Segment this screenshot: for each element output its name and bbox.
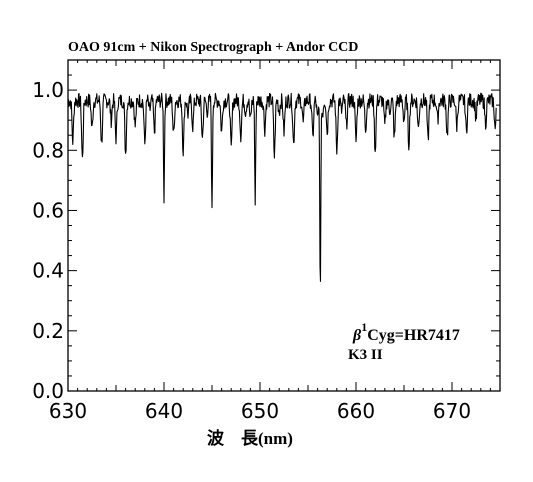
y-tick-label: 0.0 [32, 379, 64, 403]
svg-text:β1Cyg=HR7417: β1Cyg=HR7417 [352, 320, 460, 344]
x-tick-label: 640 [145, 399, 183, 423]
y-tick-label: 0.6 [32, 198, 64, 222]
star-designation: Cyg=HR7417 [367, 327, 460, 344]
x-axis-label: 波 長(nm) [207, 428, 293, 448]
spectral-type: K3 II [348, 347, 383, 363]
y-axis: 0.0 0.2 0.4 0.6 0.8 1.0 [32, 59, 500, 403]
chart-title: OAO 91cm + Nikon Spectrograph + Andor CC… [68, 40, 358, 55]
star-superscript: 1 [361, 320, 367, 334]
x-tick-label: 630 [49, 399, 87, 423]
spectrum-line [67, 92, 497, 282]
y-tick-label: 0.4 [32, 259, 64, 283]
x-tick-label: 650 [241, 399, 279, 423]
star-annotation: β1Cyg=HR7417 K3 II [348, 320, 460, 363]
y-tick-label: 0.8 [32, 138, 64, 162]
y-tick-label: 0.2 [32, 319, 64, 343]
y-tick-label: 1.0 [32, 78, 64, 102]
x-axis: 630 640 650 660 670 [49, 60, 501, 423]
x-tick-label: 670 [433, 399, 471, 423]
star-greek-letter: β [352, 327, 362, 344]
x-tick-label: 660 [337, 399, 375, 423]
